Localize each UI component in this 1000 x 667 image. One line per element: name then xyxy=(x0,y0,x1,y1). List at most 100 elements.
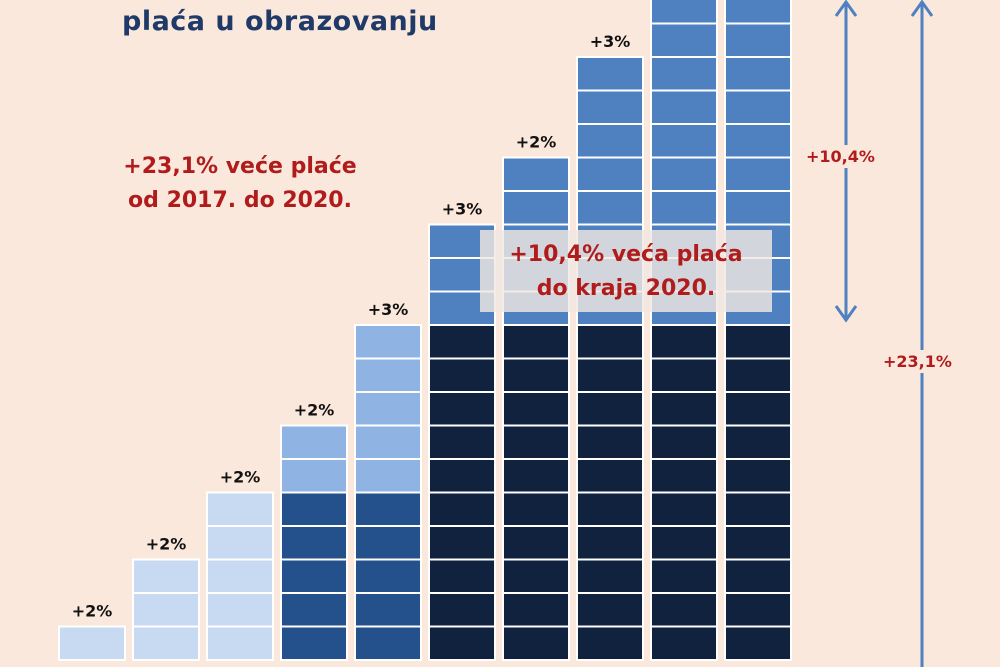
bar-9-segment xyxy=(650,592,718,628)
bar-3-segment xyxy=(206,558,274,594)
bar-10-segment xyxy=(724,491,792,527)
bar-5-segment xyxy=(354,558,422,594)
bar-10-segment xyxy=(724,190,792,226)
bar-4-segment xyxy=(280,592,348,628)
bar-5 xyxy=(354,324,422,661)
arrow-label-short: +10,4% xyxy=(803,145,878,168)
bar-9-segment xyxy=(650,525,718,561)
bar-8-segment xyxy=(576,156,644,192)
bar-8-segment xyxy=(576,592,644,628)
note-total-line1: +23,1% veće plaće xyxy=(123,154,357,179)
bar-5-segment xyxy=(354,424,422,460)
bar-4-segment xyxy=(280,625,348,661)
bar-7-segment xyxy=(502,525,570,561)
bar-7-segment xyxy=(502,391,570,427)
bar-9-segment xyxy=(650,391,718,427)
bar-7-segment xyxy=(502,424,570,460)
bar-8-segment xyxy=(576,558,644,594)
data-label-2: +2% xyxy=(146,535,187,554)
bar-5-segment xyxy=(354,625,422,661)
data-label-1: +2% xyxy=(72,602,113,621)
bar-8-segment xyxy=(576,123,644,159)
bar-9-segment xyxy=(650,190,718,226)
bar-2-segment xyxy=(132,625,200,661)
arrow-long-head-top xyxy=(910,0,934,17)
bar-8-segment xyxy=(576,190,644,226)
bar-9-segment xyxy=(650,0,718,25)
bar-3 xyxy=(206,491,274,661)
bar-6-segment xyxy=(428,424,496,460)
data-label-6: +3% xyxy=(442,200,483,219)
bar-6-segment xyxy=(428,525,496,561)
arrows-group xyxy=(834,0,934,667)
bar-6-segment xyxy=(428,391,496,427)
bar-5-segment xyxy=(354,592,422,628)
note-total-increase: +23,1% veće plaće od 2017. do 2020. xyxy=(95,150,385,218)
bar-5-segment xyxy=(354,525,422,561)
bar-2 xyxy=(132,558,200,661)
bar-10-segment xyxy=(724,22,792,58)
arrow-short-head-top xyxy=(834,0,858,17)
bar-9-segment xyxy=(650,458,718,494)
bar-10-segment xyxy=(724,424,792,460)
bar-4-segment xyxy=(280,525,348,561)
bar-10-segment xyxy=(724,458,792,494)
arrow-label-long: +23,1% xyxy=(880,350,955,373)
bar-7-segment xyxy=(502,156,570,192)
bar-4 xyxy=(280,424,348,661)
bar-9-segment xyxy=(650,89,718,125)
data-label-5: +3% xyxy=(368,300,409,319)
bar-9-segment xyxy=(650,324,718,360)
bar-9-segment xyxy=(650,424,718,460)
bar-3-segment xyxy=(206,592,274,628)
bar-9-segment xyxy=(650,491,718,527)
bar-10-segment xyxy=(724,391,792,427)
bars-group xyxy=(58,0,792,661)
bar-4-segment xyxy=(280,424,348,460)
arrow-short-head-bottom xyxy=(834,305,858,323)
bar-1-segment xyxy=(58,625,126,661)
bar-5-segment xyxy=(354,391,422,427)
note-period-increase: +10,4% veća plaća do kraja 2020. xyxy=(480,230,772,312)
chart-title: plaća u obrazovanju xyxy=(122,6,438,37)
bar-6-segment xyxy=(428,625,496,661)
bar-7-segment xyxy=(502,357,570,393)
bar-10-segment xyxy=(724,592,792,628)
bar-9-segment xyxy=(650,22,718,58)
bar-6-segment xyxy=(428,458,496,494)
bar-4-segment xyxy=(280,558,348,594)
bar-8-segment xyxy=(576,625,644,661)
bar-3-segment xyxy=(206,491,274,527)
bar-7-segment xyxy=(502,558,570,594)
bar-10-segment xyxy=(724,89,792,125)
bar-10-segment xyxy=(724,357,792,393)
bar-9 xyxy=(650,0,718,661)
note-total-line2: od 2017. do 2020. xyxy=(128,188,352,213)
bar-8-segment xyxy=(576,458,644,494)
note-period-line1: +10,4% veća plaća xyxy=(509,242,743,267)
bar-3-segment xyxy=(206,525,274,561)
bar-8-segment xyxy=(576,424,644,460)
bar-7-segment xyxy=(502,625,570,661)
bar-10-segment xyxy=(724,123,792,159)
bar-5-segment xyxy=(354,458,422,494)
bar-8-segment xyxy=(576,525,644,561)
bar-7-segment xyxy=(502,491,570,527)
bar-10-segment xyxy=(724,625,792,661)
bar-10-segment xyxy=(724,525,792,561)
bar-9-segment xyxy=(650,625,718,661)
bar-5-segment xyxy=(354,357,422,393)
bar-10-segment xyxy=(724,0,792,25)
bar-10-segment xyxy=(724,56,792,92)
bar-8 xyxy=(576,56,644,661)
bar-8-segment xyxy=(576,357,644,393)
bar-7-segment xyxy=(502,592,570,628)
bar-9-segment xyxy=(650,156,718,192)
bar-8-segment xyxy=(576,491,644,527)
bar-10 xyxy=(724,0,792,661)
data-labels-group: +2% +2% +2% +2% +3% +3% +2% +3% xyxy=(72,32,631,621)
bar-7-segment xyxy=(502,324,570,360)
bar-2-segment xyxy=(132,558,200,594)
bar-5-segment xyxy=(354,324,422,360)
